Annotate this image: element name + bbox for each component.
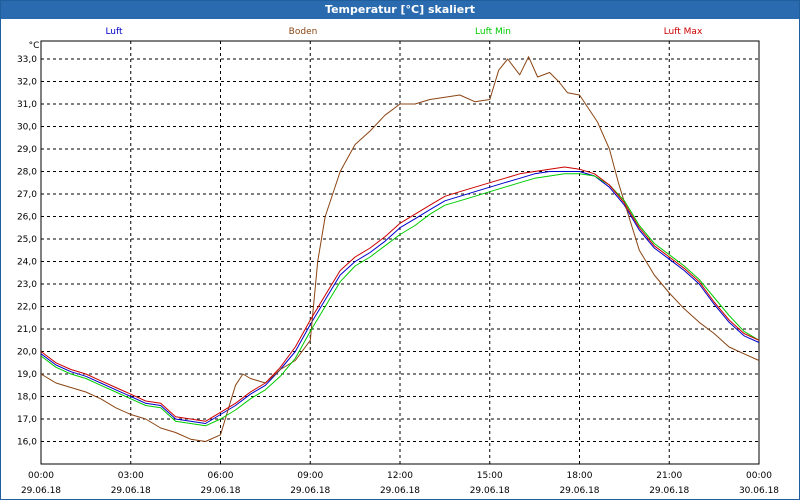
y-tick-label: 19,0 xyxy=(17,370,37,380)
y-tick-label: 28,0 xyxy=(17,168,37,178)
y-tick-label: 25,0 xyxy=(17,235,37,245)
x-tick-time: 15:00 xyxy=(477,471,503,481)
temperature-chart: Luft Boden Luft Min Luft Max °C 16,0 17,0 18,0… xyxy=(17,27,779,496)
y-tick-label: 17,0 xyxy=(17,415,37,425)
x-tick-time: 00:00 xyxy=(746,471,772,481)
y-tick-label: 30,0 xyxy=(17,123,37,133)
legend-boden: Boden xyxy=(289,27,318,37)
y-tick-label: 21,0 xyxy=(17,325,37,335)
y-tick-label: 27,0 xyxy=(17,190,37,200)
legend: Luft Boden Luft Min Luft Max xyxy=(105,27,703,37)
x-tick-date: 29.06.18 xyxy=(470,486,510,496)
x-tick-date: 30.06.18 xyxy=(739,486,779,496)
y-tick-label: 20,0 xyxy=(17,348,37,358)
series-luft xyxy=(40,171,760,424)
x-tick-date: 29.06.18 xyxy=(200,486,240,496)
legend-luft-max: Luft Max xyxy=(664,27,703,37)
series-luft-min xyxy=(40,173,760,427)
y-tick-label: 23,0 xyxy=(17,280,37,290)
plot-border xyxy=(40,40,760,465)
plot-frame xyxy=(40,40,760,465)
y-tick-label: 24,0 xyxy=(17,258,37,268)
y-tick-label: 18,0 xyxy=(17,393,37,403)
y-tick-label: 31,0 xyxy=(17,100,37,110)
y-axis-unit: °C xyxy=(29,41,40,51)
grid xyxy=(41,41,759,464)
x-tick-date: 29.06.18 xyxy=(290,486,330,496)
x-tick-date: 29.06.18 xyxy=(21,486,61,496)
x-tick-date: 29.06.18 xyxy=(559,486,599,496)
y-tick-label: 26,0 xyxy=(17,213,37,223)
y-tick-label: 33,0 xyxy=(17,55,37,65)
y-tick-label: 16,0 xyxy=(17,438,37,448)
chart-title: Temperatur [°C] skaliert xyxy=(1,1,799,19)
y-tick-label: 29,0 xyxy=(17,145,37,155)
series-luft-max xyxy=(40,166,760,422)
legend-luft-min: Luft Min xyxy=(475,27,511,37)
x-tick-date: 29.06.18 xyxy=(380,486,420,496)
x-axis: 00:00 29.06.18 03:00 29.06.18 06:00 29.06.18 0… xyxy=(21,471,779,496)
x-tick-time: 21:00 xyxy=(656,471,682,481)
y-axis: °C 16,0 17,0 18,0 19,0 20,0 21,0 22,0 23,0 24,0 25… xyxy=(17,41,39,448)
x-tick-time: 09:00 xyxy=(297,471,323,481)
legend-luft: Luft xyxy=(105,27,123,37)
y-tick-label: 22,0 xyxy=(17,303,37,313)
x-tick-time: 12:00 xyxy=(387,471,413,481)
x-tick-time: 18:00 xyxy=(567,471,593,481)
y-tick-label: 32,0 xyxy=(17,78,37,88)
series-layer xyxy=(40,56,760,442)
x-tick-date: 29.06.18 xyxy=(649,486,689,496)
x-tick-date: 29.06.18 xyxy=(111,486,151,496)
x-tick-time: 03:00 xyxy=(118,471,144,481)
x-tick-time: 00:00 xyxy=(28,471,54,481)
x-tick-time: 06:00 xyxy=(208,471,234,481)
